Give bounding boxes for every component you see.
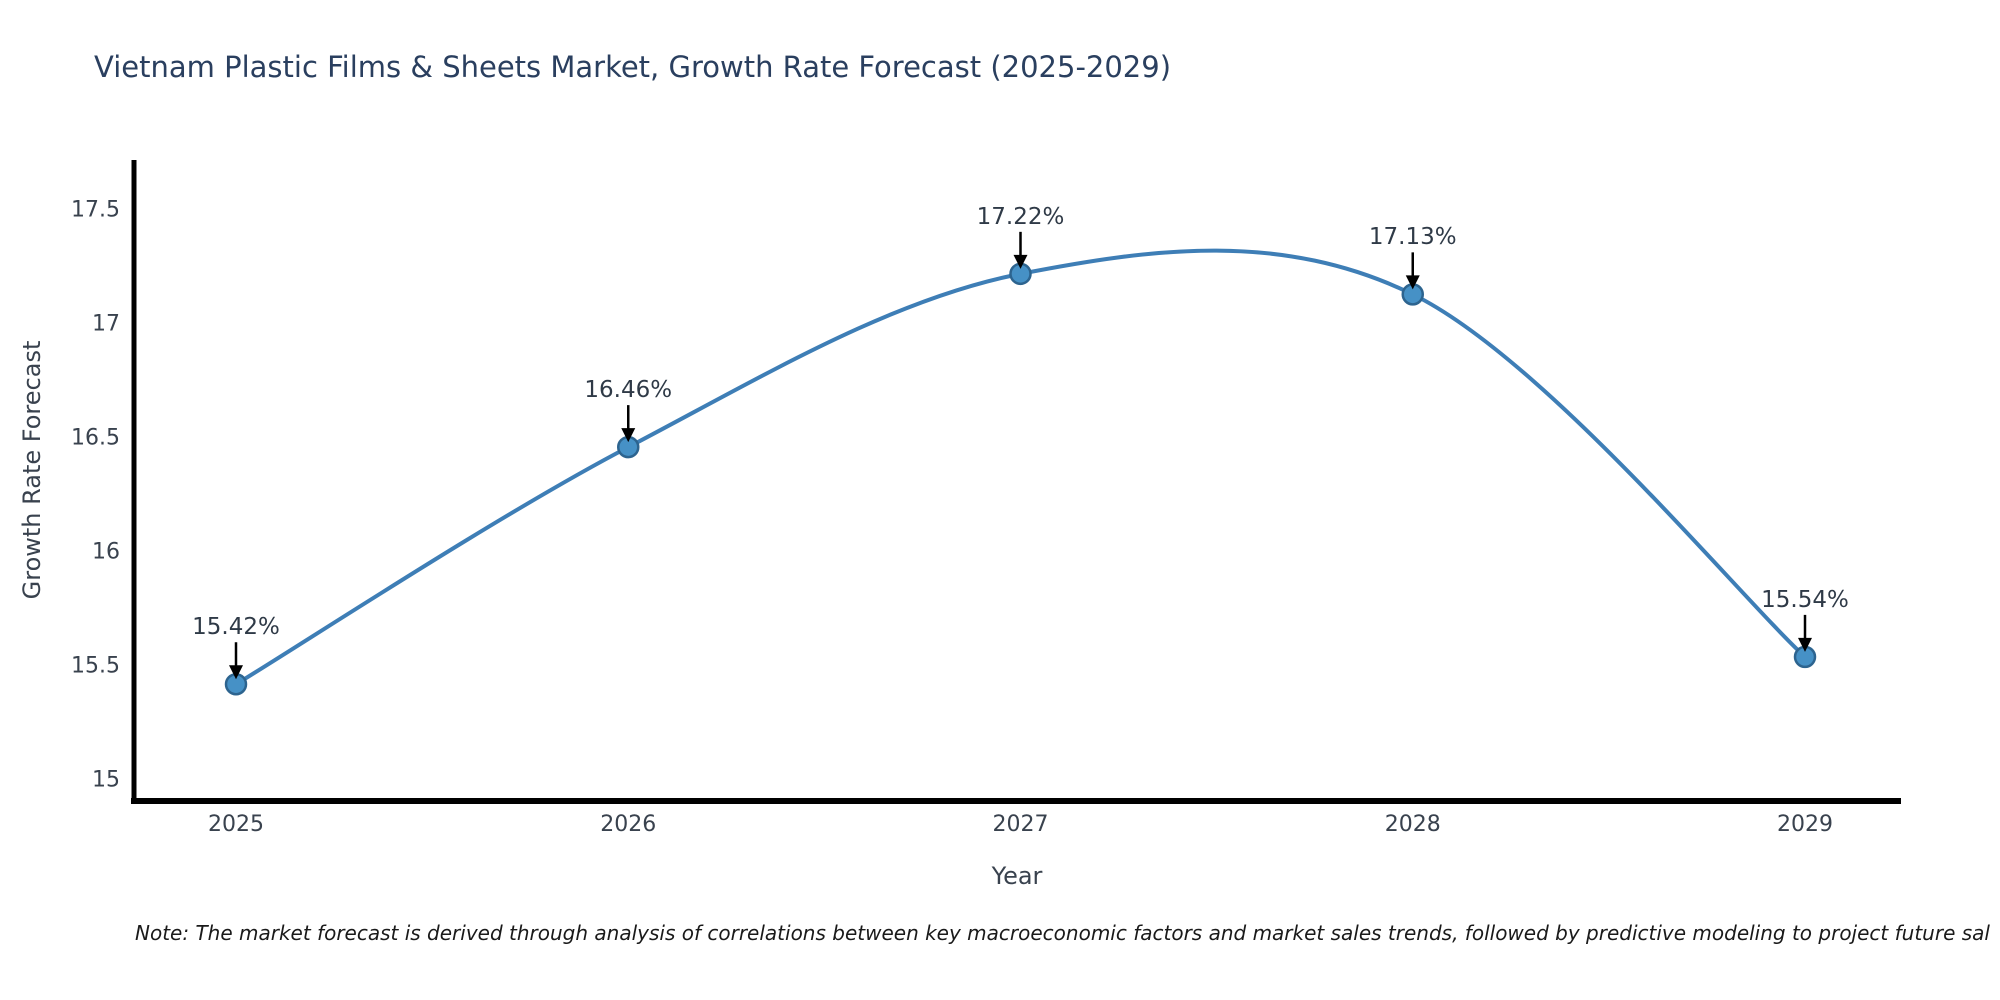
chart-title: Vietnam Plastic Films & Sheets Market, G… <box>94 50 1172 84</box>
annotation-arrow-head <box>621 428 636 443</box>
annotation-arrow-head <box>229 665 243 680</box>
point-value-label: 17.13% <box>1368 224 1457 251</box>
point-value-label: 15.42% <box>192 614 280 641</box>
y-tick-label: 15 <box>92 767 120 793</box>
annotation-arrow-head <box>1405 275 1420 290</box>
annotation-arrow-head <box>1013 254 1028 269</box>
growth-rate-line <box>234 248 1807 687</box>
x-tick-label: 2028 <box>1384 812 1441 837</box>
y-tick-label: 16.5 <box>71 425 120 451</box>
y-tick-label: 17.5 <box>71 197 120 223</box>
x-tick-label: 2025 <box>208 812 264 837</box>
point-value-label: 15.54% <box>1761 586 1849 613</box>
point-value-label: 16.46% <box>584 377 673 404</box>
y-tick-label: 17 <box>92 311 120 337</box>
y-tick-label: 15.5 <box>71 653 120 679</box>
x-tick-label: 2029 <box>1777 812 1833 837</box>
annotation-arrow-head <box>1798 637 1812 652</box>
point-value-label: 17.22% <box>976 203 1065 230</box>
x-tick-label: 2027 <box>992 812 1049 837</box>
y-tick-label: 16 <box>92 539 120 565</box>
x-tick-label: 2026 <box>600 812 657 837</box>
footnote: Note: The market forecast is derived thr… <box>135 921 1990 945</box>
x-axis-title: Year <box>991 862 1043 890</box>
